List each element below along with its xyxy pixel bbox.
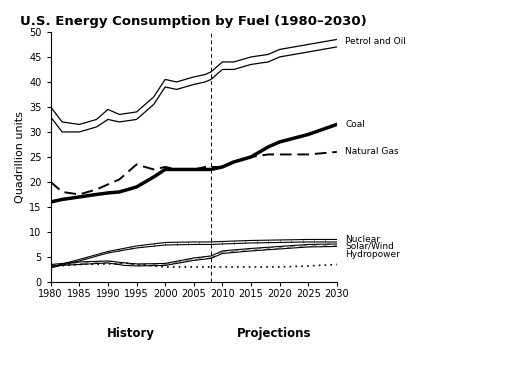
Text: Coal: Coal [346, 120, 365, 129]
Text: Hydropower: Hydropower [346, 250, 400, 259]
Text: Natural Gas: Natural Gas [346, 147, 399, 157]
Y-axis label: Quadrillion units: Quadrillion units [15, 111, 25, 203]
Text: Nuclear: Nuclear [346, 235, 380, 244]
Text: Projections: Projections [237, 327, 311, 340]
Text: History: History [107, 327, 155, 340]
Text: Solar/Wind: Solar/Wind [346, 242, 394, 251]
Text: Petrol and Oil: Petrol and Oil [346, 37, 406, 47]
Title: U.S. Energy Consumption by Fuel (1980–2030): U.S. Energy Consumption by Fuel (1980–20… [20, 15, 367, 28]
